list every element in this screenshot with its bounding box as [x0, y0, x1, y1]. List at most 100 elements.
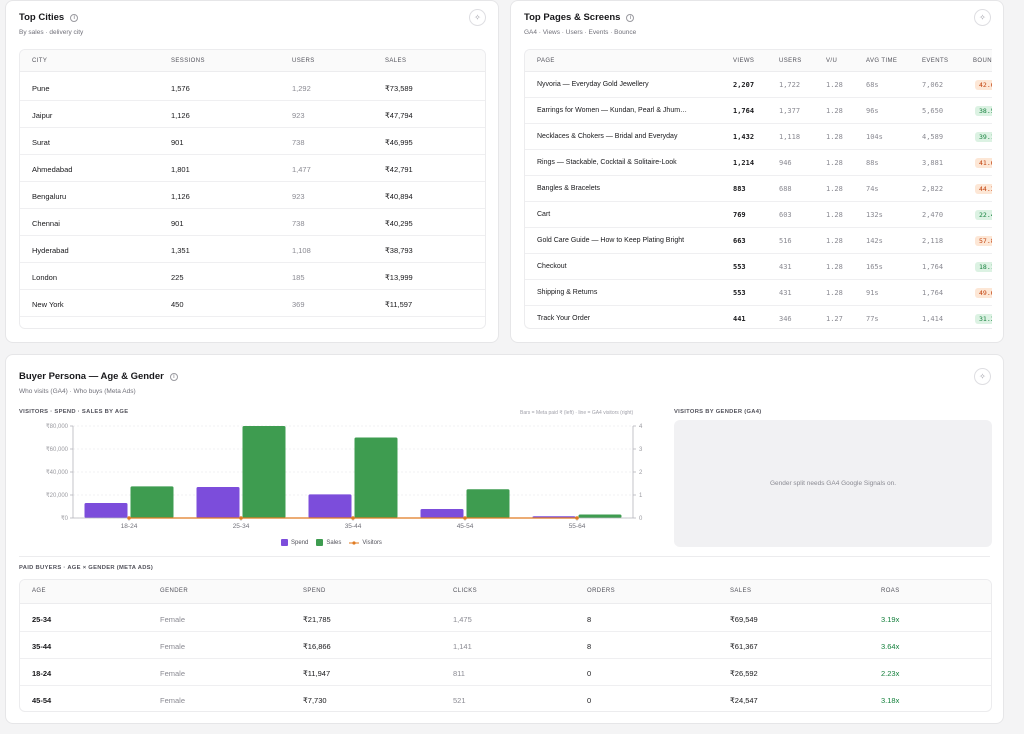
- top-cities-card: Top Cities i By sales · delivery city ✧ …: [5, 0, 499, 343]
- page-name-link[interactable]: Checkout: [537, 263, 567, 270]
- sales-cell: ₹13,999: [385, 273, 413, 282]
- sparkle-icon[interactable]: ✧: [469, 9, 486, 26]
- table-row[interactable]: Chennai 901 738 ₹40,295: [20, 209, 485, 236]
- table-row[interactable]: Pune 1,576 1,292 ₹73,589: [20, 74, 485, 101]
- col-sales[interactable]: SALES: [730, 588, 752, 594]
- page-name-link[interactable]: Bangles & Bracelets: [537, 185, 601, 192]
- visitors-point[interactable]: [127, 516, 131, 520]
- info-icon[interactable]: i: [70, 13, 79, 22]
- table-row[interactable]: Hyderabad 1,351 1,108 ₹38,793: [20, 236, 485, 263]
- col-vu[interactable]: V/U: [826, 58, 838, 64]
- age-cell: 25-34: [32, 615, 52, 624]
- sparkle-icon[interactable]: ✧: [974, 368, 991, 385]
- col-page[interactable]: PAGE: [537, 58, 555, 64]
- page-name-link[interactable]: Track Your Order: [537, 315, 591, 322]
- col-spend[interactable]: SPEND: [303, 588, 326, 594]
- visitors-point[interactable]: [575, 516, 579, 520]
- col-gender[interactable]: GENDER: [160, 588, 189, 594]
- bar-spend[interactable]: [308, 494, 352, 518]
- clicks-cell: 521: [453, 696, 466, 705]
- legend-visitors[interactable]: Visitors: [349, 540, 382, 546]
- table-row[interactable]: Shipping & Returns 553 431 1.28 91s 1,764 49.6: [525, 280, 992, 306]
- persona-subtitle: Who visits (GA4) · Who buys (Meta Ads): [19, 388, 136, 395]
- table-row[interactable]: Necklaces & Chokers — Bridal and Everyda…: [525, 124, 992, 150]
- bar-sales[interactable]: [578, 514, 622, 518]
- page-name-link[interactable]: Earrings for Women — Kundan, Pearl & Jhu…: [537, 107, 688, 114]
- page-name-link[interactable]: Shipping & Returns: [537, 289, 598, 296]
- top-cities-subtitle: By sales · delivery city: [19, 29, 84, 36]
- vu-cell: 1.28: [826, 81, 843, 89]
- page-name-link[interactable]: Cart: [537, 211, 551, 218]
- events-cell: 2,470: [922, 211, 944, 219]
- bar-spend[interactable]: [84, 503, 128, 518]
- bar-sales[interactable]: [466, 489, 510, 518]
- views-cell: 1,214: [733, 159, 755, 167]
- table-row[interactable]: 45-54 Female ₹7,730 521 0 ₹24,547 3.18x: [20, 686, 991, 711]
- table-row[interactable]: Cart 769 603 1.28 132s 2,470 22.4: [525, 202, 992, 228]
- bar-sales[interactable]: [242, 426, 286, 518]
- bar-sales[interactable]: [130, 486, 174, 518]
- vu-cell: 1.28: [826, 263, 843, 271]
- table-row[interactable]: London 225 185 ₹13,999: [20, 263, 485, 290]
- col-roas[interactable]: ROAS: [881, 588, 900, 594]
- table-row[interactable]: 25-34 Female ₹21,785 1,475 8 ₹69,549 3.19x: [20, 605, 991, 632]
- x-tick-label: 45-54: [457, 523, 474, 530]
- table-row[interactable]: Ahmedabad 1,801 1,477 ₹42,791: [20, 155, 485, 182]
- col-clicks[interactable]: CLICKS: [453, 588, 478, 594]
- table-row[interactable]: Earrings for Women — Kundan, Pearl & Jhu…: [525, 98, 992, 124]
- page-name-link[interactable]: Necklaces & Chokers — Bridal and Everyda…: [537, 133, 678, 140]
- col-avg-time[interactable]: AVG TIME: [866, 58, 898, 64]
- table-row[interactable]: Bengaluru 1,126 923 ₹40,894: [20, 182, 485, 209]
- col-users[interactable]: USERS: [292, 58, 315, 64]
- city-cell: Jaipur: [32, 111, 53, 120]
- col-age[interactable]: AGE: [32, 588, 46, 594]
- vu-cell: 1.28: [826, 211, 843, 219]
- table-row[interactable]: 35-44 Female ₹16,866 1,141 8 ₹61,367 3.64x: [20, 632, 991, 659]
- col-orders[interactable]: ORDERS: [587, 588, 616, 594]
- orders-cell: 0: [587, 669, 592, 678]
- legend-spend[interactable]: Spend: [281, 539, 308, 546]
- col-sessions[interactable]: SESSIONS: [171, 58, 205, 64]
- page-name-link[interactable]: Rings — Stackable, Cocktail & Solitaire-…: [537, 159, 677, 166]
- top-pages-table[interactable]: PAGE VIEWS USERS V/U AVG TIME EVENTS BOU…: [524, 49, 992, 329]
- sales-cell: ₹40,295: [385, 219, 413, 228]
- table-row[interactable]: Nyvoria — Everyday Gold Jewellery 2,207 1,…: [525, 72, 992, 98]
- bar-sales[interactable]: [354, 437, 398, 519]
- avg-time-cell: 104s: [866, 133, 883, 141]
- legend-sales[interactable]: Sales: [316, 539, 341, 546]
- bar-spend[interactable]: [420, 509, 464, 518]
- col-views[interactable]: VIEWS: [733, 58, 755, 64]
- sales-cell: ₹69,549: [730, 615, 758, 624]
- table-row[interactable]: Jaipur 1,126 923 ₹47,794: [20, 101, 485, 128]
- orders-cell: 8: [587, 615, 592, 624]
- page-name-link[interactable]: Nyvoria — Everyday Gold Jewellery: [537, 81, 649, 88]
- col-bounce[interactable]: BOUN: [973, 58, 992, 64]
- col-sales[interactable]: SALES: [385, 58, 407, 64]
- table-row[interactable]: Track Your Order 441 346 1.27 77s 1,414 31.2: [525, 306, 992, 328]
- table-row[interactable]: 18-24 Female ₹11,947 811 0 ₹26,592 2.23x: [20, 659, 991, 686]
- bar-spend[interactable]: [196, 486, 240, 518]
- sparkle-icon[interactable]: ✧: [974, 9, 991, 26]
- visitors-point[interactable]: [351, 516, 355, 520]
- vu-cell: 1.27: [826, 315, 843, 323]
- visitors-point[interactable]: [239, 516, 243, 520]
- table-row[interactable]: Bangles & Bracelets 883 688 1.28 74s 2,822 44.…: [525, 176, 992, 202]
- table-row[interactable]: Rings — Stackable, Cocktail & Solitaire-…: [525, 150, 992, 176]
- col-city[interactable]: CITY: [32, 58, 48, 64]
- visitors-point[interactable]: [463, 516, 467, 520]
- sales-cell: ₹24,547: [730, 696, 758, 705]
- table-row[interactable]: Surat 901 738 ₹46,995: [20, 128, 485, 155]
- info-icon[interactable]: i: [626, 13, 635, 22]
- table-row[interactable]: Gold Care Guide — How to Keep Plating Br…: [525, 228, 992, 254]
- col-users[interactable]: USERS: [779, 58, 802, 64]
- gender-label: VISITORS BY GENDER (GA4): [674, 409, 762, 415]
- col-events[interactable]: EVENTS: [922, 58, 949, 64]
- chart-label: VISITORS · SPEND · SALES BY AGE: [19, 409, 129, 415]
- spend-cell: ₹7,730: [303, 696, 327, 705]
- page-name-link[interactable]: Gold Care Guide — How to Keep Plating Br…: [537, 237, 685, 244]
- orders-cell: 8: [587, 642, 592, 651]
- table-row[interactable]: New York 450 369 ₹11,597: [20, 290, 485, 317]
- info-icon[interactable]: i: [169, 372, 178, 381]
- views-cell: 1,764: [733, 107, 755, 115]
- table-row[interactable]: Checkout 553 431 1.28 165s 1,764 18.1: [525, 254, 992, 280]
